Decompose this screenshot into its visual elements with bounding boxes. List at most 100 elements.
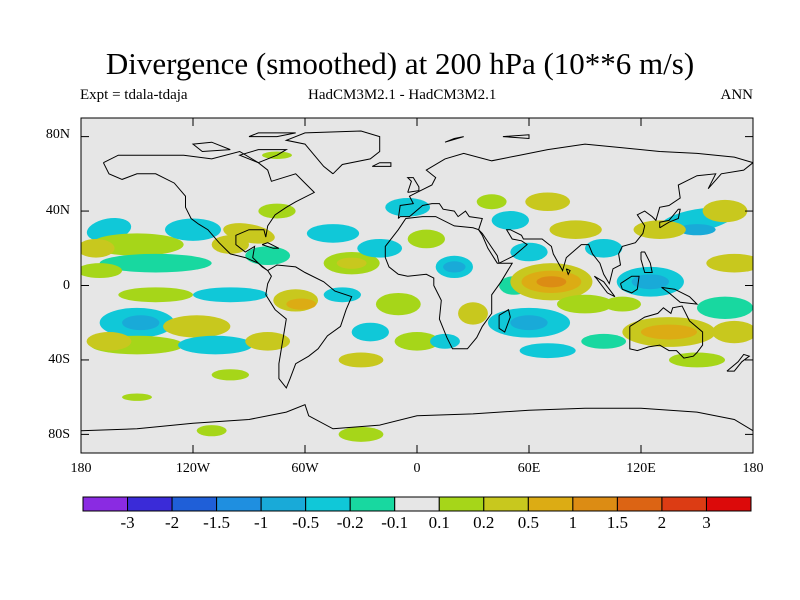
field-contour xyxy=(81,263,123,279)
colorbar-label: 2 xyxy=(657,513,667,532)
coastline xyxy=(498,308,511,333)
colorbar-swatch xyxy=(438,496,485,512)
coastline xyxy=(444,136,464,143)
field-contour xyxy=(122,315,160,331)
field-contour xyxy=(519,343,576,359)
colorbar-swatch xyxy=(483,496,529,512)
field-contour xyxy=(491,211,529,230)
colorbar-swatch xyxy=(572,496,618,512)
field-contour xyxy=(86,332,132,351)
field-contour xyxy=(641,324,697,340)
field-contour xyxy=(581,333,627,349)
coastlines xyxy=(81,130,753,432)
field-contour xyxy=(476,194,507,210)
colorbar-label: 0.1 xyxy=(428,513,450,532)
field-contour xyxy=(631,274,669,290)
colorbar-swatch xyxy=(661,496,707,512)
lon-tick-label: 120E xyxy=(626,461,656,476)
lat-tick-label: 40S xyxy=(48,352,70,367)
coastline xyxy=(593,275,616,298)
divergence-field xyxy=(81,151,753,442)
field-contour xyxy=(178,335,253,355)
coastline xyxy=(726,353,751,372)
coastline xyxy=(261,242,280,249)
field-contour xyxy=(603,296,641,312)
coastline xyxy=(661,286,699,305)
field-contour xyxy=(510,315,548,331)
coastline xyxy=(629,305,704,359)
colorbar-swatch xyxy=(305,496,351,512)
lat-tick-label: 0 xyxy=(63,278,70,293)
colorbar-label: -2 xyxy=(164,513,180,532)
lon-tick-label: 0 xyxy=(413,461,421,476)
field-contour xyxy=(336,257,367,269)
lon-tick-label: 60E xyxy=(517,461,541,476)
colorbar-swatch xyxy=(127,496,173,512)
field-contour xyxy=(525,192,571,212)
coastline xyxy=(81,403,753,432)
colorbar-label: -1 xyxy=(254,513,269,532)
colorbar-swatch xyxy=(527,496,574,512)
field-contour xyxy=(706,253,753,273)
field-contour xyxy=(697,296,753,320)
field-contour xyxy=(338,352,384,368)
coastline xyxy=(406,177,420,193)
lon-tick-label: 60W xyxy=(291,461,319,476)
field-contour xyxy=(375,292,421,316)
field-contour xyxy=(211,369,249,381)
lon-tick-label: 180 xyxy=(742,461,764,476)
colorbar-swatch xyxy=(705,496,752,512)
field-contour xyxy=(165,218,221,241)
colorbar-swatch xyxy=(616,496,663,512)
lon-tick-label: 180 xyxy=(70,461,92,476)
field-contour xyxy=(306,224,360,243)
coastline xyxy=(238,149,289,164)
field-contour xyxy=(245,246,291,266)
colorbar-swatch xyxy=(260,496,307,512)
field-contour xyxy=(669,352,725,368)
coastline xyxy=(102,150,316,272)
field-contour xyxy=(394,332,440,351)
coastline xyxy=(502,134,530,140)
coastline xyxy=(397,143,753,219)
field-contour xyxy=(258,203,296,219)
experiment-label: Expt = tdala-tdaja xyxy=(80,87,188,103)
coastline xyxy=(371,162,392,167)
field-contour xyxy=(99,253,212,273)
field-contour xyxy=(549,220,602,239)
colorbar-label: 1.5 xyxy=(606,513,629,532)
lat-tick-label: 80S xyxy=(48,427,70,442)
field-contour xyxy=(557,294,613,314)
coastline xyxy=(284,130,381,175)
field-contour xyxy=(196,425,227,437)
colorbar-label: -0.1 xyxy=(381,513,409,532)
field-contour xyxy=(385,198,431,217)
field-contour xyxy=(338,426,384,442)
colorbar-label: 0.2 xyxy=(473,513,495,532)
coastline xyxy=(248,132,296,138)
coastline xyxy=(397,162,753,285)
field-contour xyxy=(633,220,686,239)
field-contour xyxy=(536,276,567,288)
colorbar-label: 3 xyxy=(702,513,711,532)
colorbar xyxy=(82,496,752,512)
colorbar-label: -0.2 xyxy=(336,513,364,532)
coastline xyxy=(565,268,571,276)
field-contour xyxy=(711,320,753,344)
field-contour xyxy=(407,229,446,249)
colorbar-label: 0.5 xyxy=(517,513,539,532)
field-contour xyxy=(81,238,115,258)
coastline xyxy=(265,264,353,389)
field-contour xyxy=(430,333,460,349)
lat-tick-label: 40N xyxy=(45,203,70,218)
season-label: ANN xyxy=(720,87,754,103)
colorbar-swatch xyxy=(394,496,440,512)
field-contour xyxy=(118,287,193,303)
coastline xyxy=(620,275,640,294)
field-contour xyxy=(458,302,488,325)
chart-title: Divergence (smoothed) at 200 hPa (10**6 … xyxy=(105,46,695,81)
lat-tick-label: 80N xyxy=(45,127,70,142)
colorbar-swatch xyxy=(216,496,262,512)
models-label: HadCM3M2.1 - HadCM3M2.1 xyxy=(308,87,497,103)
